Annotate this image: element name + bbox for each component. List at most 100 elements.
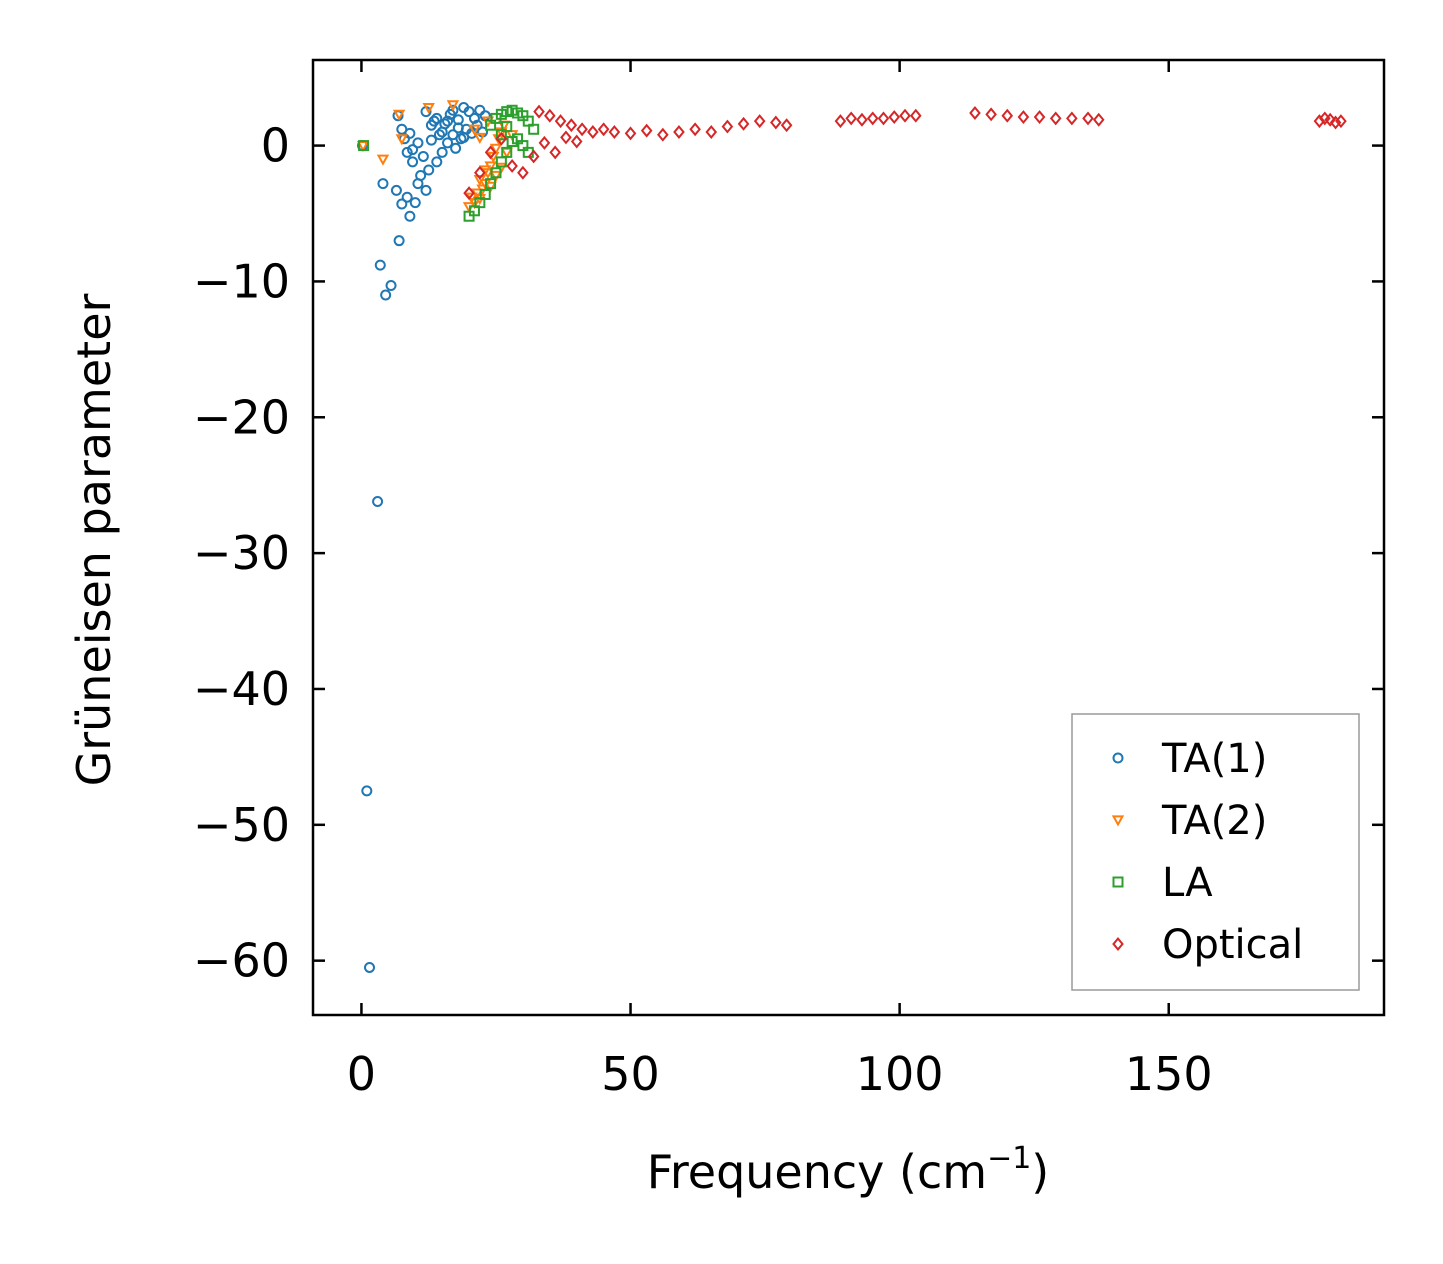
data-point	[673, 125, 685, 139]
data-point	[657, 127, 669, 142]
legend-label: LA	[1162, 860, 1213, 906]
y-tick-label: −30	[193, 526, 290, 580]
data-point	[753, 114, 766, 129]
data-point	[560, 130, 572, 145]
data-point	[484, 181, 497, 193]
data-point	[425, 134, 437, 146]
data-point	[624, 126, 637, 141]
data-point	[1049, 111, 1062, 126]
data-point	[506, 158, 518, 173]
data-point	[538, 135, 551, 150]
data-point	[396, 198, 408, 210]
data-point	[463, 106, 475, 118]
data-points	[356, 100, 1347, 973]
data-point	[431, 156, 443, 168]
data-point	[689, 122, 701, 137]
legend: TA(1) TA(2) LA Optical	[1071, 713, 1360, 991]
data-point	[770, 115, 782, 130]
plot-frame	[311, 58, 1386, 1017]
data-point	[450, 142, 462, 154]
series-optical	[463, 104, 1347, 201]
x-tick-label: 150	[1125, 1047, 1213, 1101]
data-point	[423, 164, 435, 176]
data-point	[446, 100, 460, 112]
data-point	[407, 156, 419, 168]
data-point	[705, 125, 718, 139]
series-la	[358, 104, 540, 222]
data-point	[395, 134, 409, 146]
legend-box	[1071, 713, 1360, 991]
data-point	[401, 146, 413, 158]
x-axis-label: Frequency (cm−1)	[647, 1141, 1050, 1199]
data-point	[458, 131, 470, 143]
data-point	[554, 114, 567, 129]
data-point	[364, 961, 376, 973]
data-point	[470, 188, 484, 200]
data-point	[409, 197, 421, 209]
data-point	[888, 110, 901, 125]
data-point	[473, 132, 487, 144]
data-point	[834, 114, 847, 129]
data-point	[401, 191, 413, 203]
data-point	[909, 108, 922, 123]
data-point	[468, 124, 481, 136]
data-point	[587, 125, 599, 139]
data-point	[361, 785, 373, 797]
data-point	[393, 235, 405, 247]
data-point	[501, 146, 513, 158]
y-tick-label: −20	[193, 390, 290, 444]
y-tick-label: −40	[193, 662, 290, 716]
data-point	[969, 106, 981, 120]
y-axis-label: Grüneisen parameter	[67, 293, 121, 786]
data-point	[1313, 114, 1326, 129]
data-point	[1082, 111, 1094, 126]
data-point	[404, 210, 416, 222]
legend-marker	[1112, 876, 1124, 888]
data-point	[1329, 115, 1342, 130]
data-point	[533, 104, 545, 119]
data-point	[407, 144, 419, 156]
data-point	[431, 112, 443, 124]
data-point	[479, 188, 491, 200]
data-point	[436, 146, 448, 158]
data-point	[877, 111, 890, 126]
data-point	[463, 186, 475, 201]
data-point	[372, 496, 384, 508]
y-tick-label: −60	[193, 934, 290, 988]
data-point	[380, 289, 392, 301]
data-point	[737, 116, 750, 131]
data-point	[489, 170, 503, 183]
legend-label: TA(2)	[1161, 798, 1267, 844]
data-point	[374, 259, 386, 271]
data-point	[544, 108, 556, 123]
legend-marker	[1112, 752, 1124, 764]
data-point	[417, 150, 429, 162]
data-point	[1335, 114, 1347, 129]
data-point	[517, 165, 529, 180]
data-point	[495, 131, 508, 146]
data-point	[640, 123, 653, 138]
data-point	[721, 119, 734, 134]
axis-ticks: 0 50 100 150 0 −10 −20 −30 −40 −50 −60	[193, 60, 1384, 1101]
data-point	[1324, 112, 1336, 127]
data-point	[866, 111, 879, 126]
data-point	[484, 145, 497, 160]
legend-marker	[1111, 815, 1125, 827]
data-point	[1092, 112, 1105, 127]
data-point	[490, 167, 502, 179]
data-point	[473, 174, 487, 187]
data-point	[985, 107, 997, 122]
data-point	[565, 118, 578, 133]
data-point	[468, 112, 480, 124]
data-point	[392, 109, 406, 121]
data-point	[570, 134, 583, 149]
data-point	[501, 121, 513, 133]
data-point	[377, 178, 389, 190]
data-point	[415, 169, 427, 181]
y-tick-label: 0	[261, 119, 290, 173]
data-point	[1066, 111, 1078, 126]
data-point	[404, 127, 416, 139]
data-point	[420, 184, 432, 196]
data-point	[452, 122, 464, 134]
